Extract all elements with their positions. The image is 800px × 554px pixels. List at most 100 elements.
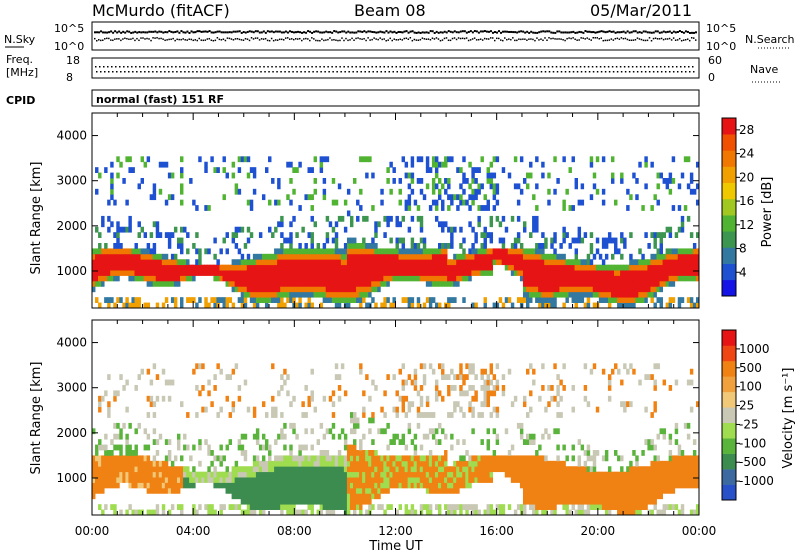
heatmap-cell [562,253,566,260]
heatmap-cell [252,477,257,483]
nsky-point [628,31,631,34]
heatmap-cell [289,493,293,500]
heatmap-cell [201,471,205,478]
heatmap-cell [526,498,530,505]
heatmap-cell [180,199,184,206]
heatmap-cell [428,428,433,435]
heatmap-cell [526,439,530,445]
heatmap-cell [225,482,229,489]
heatmap-cell [258,493,263,500]
nsearch-point [459,37,462,40]
heatmap-cell [204,302,208,309]
heatmap-cell [231,172,236,179]
heatmap-cell [213,471,217,478]
heatmap-cell [392,433,396,440]
heatmap-cell [522,291,527,298]
heatmap-cell [334,237,339,244]
heatmap-cell [437,270,442,276]
heatmap-cell [407,455,412,462]
nsearch-point [160,37,162,40]
heatmap-cell [252,264,257,271]
heatmap-cell [413,368,418,375]
heatmap-cell [152,439,157,445]
nsearch-point [218,38,221,41]
heatmap-cell [243,509,248,516]
heatmap-cell [356,455,360,462]
heatmap-cell [583,270,588,276]
heatmap-cell [529,248,533,255]
heatmap-cell [183,471,187,478]
heatmap-cell [671,270,676,276]
heatmap-cell [483,205,487,211]
heatmap-cell [113,504,117,510]
nsearch-point [196,39,199,42]
heatmap-cell [456,466,460,473]
heatmap-cell [580,259,585,266]
heatmap-cell [422,460,427,467]
heatmap-cell [158,275,163,282]
heatmap-cell [261,482,266,489]
heatmap-cell [489,237,494,244]
heatmap-cell [359,482,363,489]
heatmap-cell [434,482,439,489]
heatmap-cell [541,232,545,238]
heatmap-cell [116,275,120,282]
heatmap-cell [450,259,454,266]
heatmap-cell [353,253,357,260]
heatmap-cell [522,482,527,489]
heatmap-cell [101,253,105,260]
nsky-point [134,30,137,33]
heatmap-cell [532,439,536,445]
heatmap-cell [471,188,475,195]
heatmap-cell [255,493,260,500]
heatmap-cell [95,471,99,478]
heatmap-cell [544,482,548,489]
heatmap-cell [265,275,269,282]
nsearch-point [592,37,594,39]
nave-point [464,71,467,73]
heatmap-cell [371,243,375,249]
heatmap-cell [416,482,421,489]
nsearch-point [656,38,659,40]
heatmap-cell [252,172,257,179]
heatmap-cell [365,248,369,255]
heatmap-cell [134,259,138,266]
nsky-point [156,31,159,34]
heatmap-cell [495,259,500,266]
heatmap-cell [337,270,342,276]
heatmap-cell [173,259,178,266]
heatmap-cell [471,302,475,309]
heatmap-cell [547,297,551,303]
heatmap-cell [486,401,490,408]
nsky-point [337,31,340,34]
heatmap-cell [122,270,126,276]
heatmap-cell [255,504,260,510]
heatmap-cell [413,275,418,282]
heatmap-cell [398,460,402,467]
heatmap-cell [489,248,494,255]
heatmap-cell [98,243,102,249]
nsky-point [104,31,107,34]
heatmap-cell [550,498,554,505]
nsearch-point [106,37,108,40]
heatmap-cell [213,167,217,173]
heatmap-cell [149,379,154,386]
heatmap-cell [280,302,284,309]
heatmap-cell [468,275,472,282]
heatmap-cell [422,455,427,462]
nsearch-point [150,39,152,42]
heatmap-cell [268,259,272,266]
nsearch-point [110,39,112,41]
heatmap-cell [362,390,366,397]
nsky-point [192,31,195,34]
nave-point [236,71,238,73]
heatmap-cell [325,259,330,266]
heatmap-cell [362,248,366,255]
heatmap-cell [176,264,181,271]
heatmap-cell [192,504,196,510]
heatmap-cell [510,466,515,473]
heatmap-cell [674,248,679,255]
nsky-point [594,31,597,34]
heatmap-cell [535,504,539,510]
heatmap-cell [431,477,436,483]
